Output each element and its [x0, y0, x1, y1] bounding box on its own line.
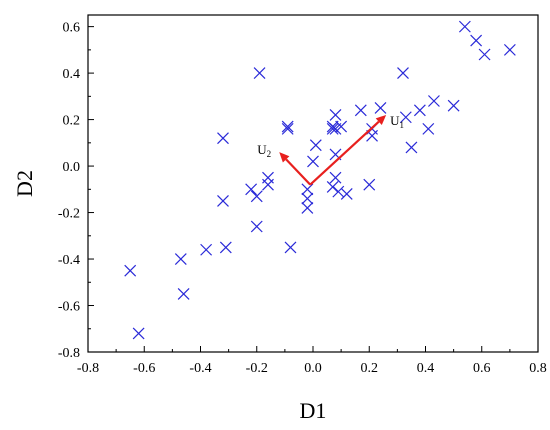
x-axis-title: D1	[300, 398, 327, 423]
y-axis-ticks: -0.8 -0.6 -0.4 -0.2 0.0 0.2 0.4 0.6	[58, 21, 94, 361]
y-axis-title: D2	[12, 170, 37, 197]
x-tick-label: -0.8	[77, 361, 99, 376]
scatter-point	[447, 99, 460, 112]
scatter-point	[284, 241, 297, 254]
scatter-point	[332, 185, 345, 198]
scatter-point	[413, 104, 426, 117]
vector-label: U2	[257, 142, 271, 159]
scatter-point	[132, 327, 145, 340]
vector-shaft	[309, 120, 380, 186]
x-tick-label: 0.0	[304, 361, 322, 376]
scatter-point	[245, 183, 258, 196]
scatter-point	[340, 188, 353, 200]
x-tick-label: 0.6	[473, 361, 491, 376]
scatter-point	[281, 122, 294, 135]
y-tick-label: -0.2	[58, 207, 80, 222]
scatter-point	[354, 104, 367, 117]
x-tick-label: -0.2	[246, 361, 268, 376]
scatter-point	[250, 190, 263, 203]
scatter-point	[253, 67, 266, 80]
scatter-point	[329, 109, 342, 121]
scatter-point	[250, 220, 263, 233]
x-tick-label: -0.6	[133, 361, 155, 376]
scatter-point	[335, 120, 348, 133]
y-tick-label: 0.6	[63, 21, 81, 36]
y-tick-label: -0.4	[58, 253, 80, 268]
scatter-point	[428, 95, 440, 107]
y-tick-label: 0.2	[63, 114, 81, 129]
scatter-point	[217, 132, 229, 145]
y-tick-label: 0.4	[63, 67, 81, 82]
scatter-point	[219, 241, 232, 254]
y-tick-label: -0.6	[58, 300, 80, 315]
scatter-point	[399, 111, 412, 124]
vector-arrowhead	[375, 114, 387, 126]
scatter-point	[307, 155, 319, 168]
scatter-point	[363, 178, 376, 191]
scatter-point	[326, 122, 339, 135]
scatter-point	[397, 67, 409, 80]
scatter-point	[174, 253, 187, 265]
scatter-point	[503, 43, 516, 56]
y-tick-label: -0.8	[58, 346, 80, 361]
vector-shaft	[285, 158, 311, 186]
scatter-point	[217, 195, 229, 207]
scatter-point	[326, 181, 339, 193]
scatter-point	[177, 287, 190, 300]
x-tick-label: -0.4	[189, 361, 211, 376]
x-tick-label: 0.4	[417, 361, 435, 376]
scatter-point	[470, 34, 483, 47]
x-tick-label: 0.2	[361, 361, 379, 376]
vector-arrowhead	[279, 152, 290, 163]
scatter-point	[374, 102, 387, 114]
scatter-point	[301, 201, 314, 214]
scatter-point	[309, 139, 322, 152]
scatter-point	[200, 243, 213, 256]
scatter-point	[405, 141, 418, 154]
vector-label: U1	[390, 113, 404, 130]
scatter-point	[422, 122, 435, 135]
chart-marks	[124, 20, 516, 340]
x-axis-ticks: -0.8 -0.6 -0.4 -0.2 0.0 0.2 0.4 0.6 0.8	[77, 346, 547, 376]
x-tick-label: 0.8	[529, 361, 547, 376]
scatter-point	[281, 120, 294, 133]
vector-label-subscript: 1	[400, 120, 405, 130]
scatter-point	[301, 183, 314, 196]
scatter-point	[262, 178, 274, 191]
y-tick-label: 0.0	[63, 160, 81, 175]
scatter-point	[301, 192, 314, 205]
scatter-point	[458, 20, 471, 33]
vector-label-subscript: 2	[267, 149, 272, 159]
scatter-point	[124, 264, 137, 277]
scatter-point	[478, 48, 491, 61]
scatter-point	[329, 171, 342, 184]
